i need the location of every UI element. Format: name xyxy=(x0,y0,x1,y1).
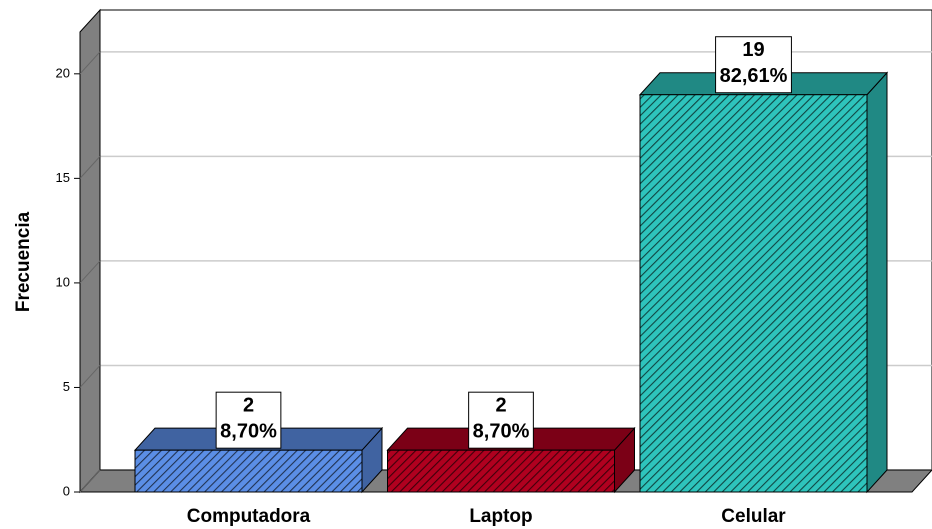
grid-line-side xyxy=(79,365,101,388)
data-label: 2 xyxy=(495,394,506,416)
data-label: 19 xyxy=(742,39,764,61)
bar-front xyxy=(639,94,868,493)
percent-label: 82,61% xyxy=(720,65,788,87)
data-label-box xyxy=(715,36,792,94)
y-tick-label: 5 xyxy=(63,379,70,394)
data-label-box xyxy=(468,391,534,449)
data-label: 2 xyxy=(243,394,254,416)
bar-front xyxy=(134,449,363,493)
grid-line-side xyxy=(79,469,101,493)
percent-label: 8,70% xyxy=(220,420,277,442)
grid-line-side xyxy=(79,156,101,179)
y-axis-title: Frecuencia xyxy=(13,211,34,312)
percent-label: 8,70% xyxy=(473,420,530,442)
y-tick-label: 10 xyxy=(56,274,70,289)
x-tick-label: Computadora xyxy=(187,506,311,527)
y-tick-label: 20 xyxy=(56,65,70,80)
bar-front xyxy=(387,449,615,493)
bar-side xyxy=(866,71,888,494)
data-label-box xyxy=(215,391,282,449)
grid-line-side xyxy=(79,51,101,75)
grid-line-side xyxy=(79,260,101,284)
x-tick-label: Laptop xyxy=(469,506,532,527)
y-tick-label: 0 xyxy=(63,483,70,498)
bar xyxy=(638,71,889,494)
left-wall xyxy=(79,8,101,494)
x-tick-label: Celular xyxy=(721,506,786,527)
y-tick-label: 15 xyxy=(56,170,70,185)
